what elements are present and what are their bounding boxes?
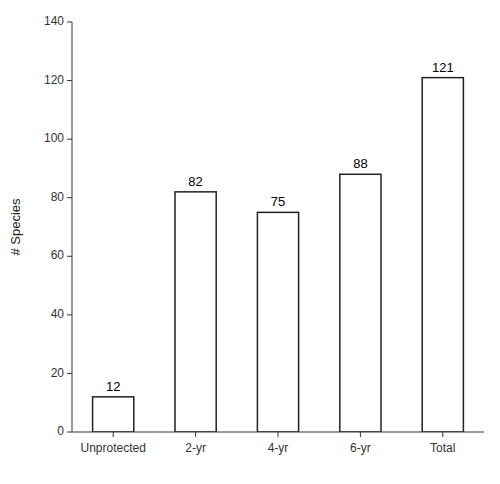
data-label: 121 <box>432 60 454 75</box>
data-label: 75 <box>271 194 285 209</box>
bar <box>93 397 134 432</box>
y-tick-label: 100 <box>44 131 64 145</box>
y-tick-label: 40 <box>51 307 65 321</box>
chart-svg: 0 20 40 60 80 100 120 140 Unprotected 2-yr 4-yr 6-y… <box>0 0 500 484</box>
y-tick-label: 140 <box>44 14 64 28</box>
y-tick <box>67 256 72 257</box>
bar <box>257 212 298 432</box>
axes: 0 20 40 60 80 100 120 140 Unprotected 2-yr 4-yr 6-y… <box>44 14 484 455</box>
x-tick <box>360 432 361 437</box>
y-tick <box>67 373 72 374</box>
x-tick <box>442 432 443 437</box>
bar <box>175 192 216 432</box>
y-tick-label: 0 <box>57 424 64 438</box>
y-tick <box>67 197 72 198</box>
y-axis-label: # Species <box>8 198 23 256</box>
chart-container: 0 20 40 60 80 100 120 140 Unprotected 2-yr 4-yr 6-y… <box>0 0 500 484</box>
x-tick <box>278 432 279 437</box>
y-tick-label: 20 <box>51 366 65 380</box>
bar <box>422 78 463 432</box>
data-labels: 12 82 75 88 121 <box>106 60 454 394</box>
y-tick <box>67 314 72 315</box>
y-tick <box>67 139 72 140</box>
x-tick-label: 6-yr <box>350 441 371 455</box>
data-label: 12 <box>106 379 120 394</box>
x-tick-label: Total <box>430 441 455 455</box>
y-tick-label: 80 <box>51 190 65 204</box>
y-tick-label: 120 <box>44 73 64 87</box>
x-tick <box>113 432 114 437</box>
bars <box>93 78 464 432</box>
y-axis-line <box>72 22 73 432</box>
x-tick <box>195 432 196 437</box>
y-tick <box>67 80 72 81</box>
y-tick <box>67 432 72 433</box>
data-label: 88 <box>353 156 367 171</box>
x-tick-label: Unprotected <box>81 441 146 455</box>
y-tick <box>67 22 72 23</box>
x-tick-label: 4-yr <box>268 441 289 455</box>
data-label: 82 <box>188 174 202 189</box>
y-tick-label: 60 <box>51 248 65 262</box>
bar <box>340 174 381 432</box>
x-tick-label: 2-yr <box>185 441 206 455</box>
